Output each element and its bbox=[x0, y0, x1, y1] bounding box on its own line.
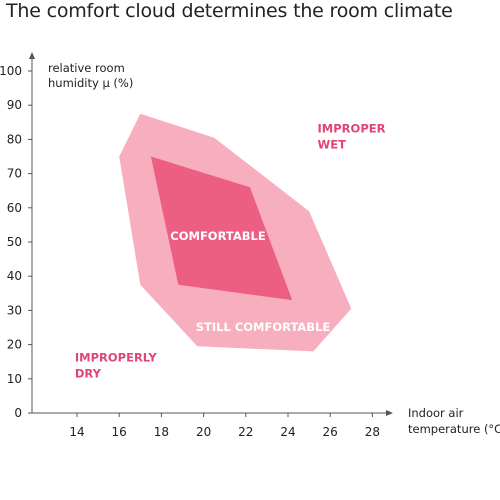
x-tick-label: 18 bbox=[154, 425, 169, 439]
x-tick-label: 22 bbox=[238, 425, 253, 439]
chart-title: The comfort cloud determines the room cl… bbox=[6, 0, 453, 22]
x-tick-label: 28 bbox=[365, 425, 380, 439]
y-axis-label: humidity μ (%) bbox=[48, 76, 133, 90]
chart-axes bbox=[29, 52, 393, 416]
still-comfortable-label: STILL COMFORTABLE bbox=[196, 320, 331, 334]
y-tick-label: 60 bbox=[7, 201, 22, 215]
y-tick-label: 100 bbox=[0, 64, 22, 78]
y-axis-label: relative room bbox=[48, 61, 125, 75]
chart-ticks: 0 10 20 30 40 50 60 70 80 90 100 14 16 18 20 22 24 26 28 bbox=[0, 64, 380, 439]
y-tick-label: 70 bbox=[7, 167, 22, 181]
y-axis-arrow bbox=[29, 52, 35, 59]
y-tick-label: 50 bbox=[7, 235, 22, 249]
x-tick-label: 24 bbox=[280, 425, 295, 439]
comfortable-label: COMFORTABLE bbox=[170, 229, 266, 243]
x-tick-label: 16 bbox=[112, 425, 127, 439]
x-axis-label: temperature (°C) bbox=[408, 422, 500, 436]
x-tick-label: 20 bbox=[196, 425, 211, 439]
y-tick-label: 20 bbox=[7, 338, 22, 352]
chart-regions bbox=[119, 113, 352, 352]
y-tick-label: 90 bbox=[7, 98, 22, 112]
improperly-dry-label: IMPROPERLY bbox=[75, 351, 157, 365]
x-tick-label: 26 bbox=[323, 425, 338, 439]
x-axis-arrow bbox=[386, 410, 393, 416]
y-tick-label: 0 bbox=[14, 406, 22, 420]
x-axis-label: Indoor air bbox=[408, 406, 464, 420]
x-tick-label: 14 bbox=[69, 425, 84, 439]
improperly-dry-label: DRY bbox=[75, 367, 102, 381]
y-tick-label: 30 bbox=[7, 303, 22, 317]
comfortable-region bbox=[150, 156, 293, 301]
y-tick-label: 40 bbox=[7, 269, 22, 283]
improper-wet-label: IMPROPER bbox=[318, 122, 386, 136]
improper-wet-label: WET bbox=[318, 138, 347, 152]
y-tick-label: 10 bbox=[7, 372, 22, 386]
y-tick-label: 80 bbox=[7, 132, 22, 146]
